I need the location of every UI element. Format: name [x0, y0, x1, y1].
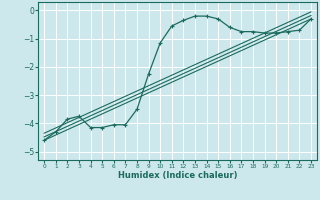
X-axis label: Humidex (Indice chaleur): Humidex (Indice chaleur)	[118, 171, 237, 180]
